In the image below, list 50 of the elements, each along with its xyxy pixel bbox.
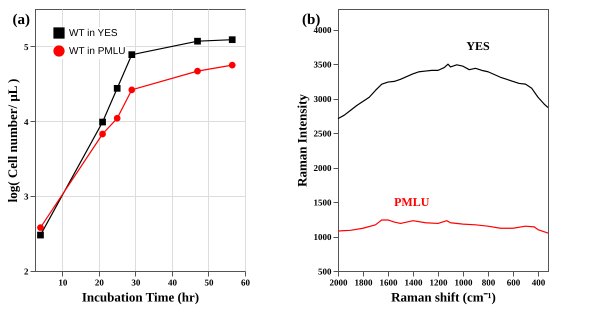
y-tick-label: 3: [24, 192, 29, 202]
y-tick-label: 2: [24, 266, 29, 276]
point: [99, 118, 106, 126]
x-tick-label: 400: [532, 278, 546, 288]
y-tick-label: 3000: [314, 94, 332, 104]
x-tick-label: 1400: [404, 278, 423, 288]
y-tick-label: 3500: [314, 60, 332, 70]
y-tick-label: 2000: [314, 163, 332, 174]
line-series: [337, 219, 549, 234]
x-tick-label: 2000: [330, 278, 348, 288]
y-tick-label: 5: [24, 42, 29, 52]
x-axis-title: Incubation Time (hr): [82, 290, 200, 304]
series-label: YES: [466, 39, 490, 54]
y-tick-label: 4: [24, 116, 29, 127]
point: [194, 38, 201, 45]
legend-label: WT in PMLU: [69, 46, 126, 57]
chart-title: (b): [302, 12, 320, 28]
chart-title: (a): [12, 12, 30, 28]
point: [37, 224, 44, 231]
x-tick-label: 1200: [430, 278, 448, 288]
x-tick-label: 40: [168, 278, 178, 288]
y-axis-title: log( Cell number/ μL ): [5, 78, 20, 202]
point: [37, 232, 44, 238]
x-tick-label: 800: [482, 278, 496, 288]
point: [194, 68, 201, 74]
y-tick-label: 500: [318, 266, 332, 276]
x-tick-label: 10: [58, 278, 68, 288]
series-label: PMLU: [394, 194, 430, 209]
point: [228, 36, 236, 44]
x-tick-label: 1000: [454, 278, 473, 288]
x-tick-label: 600: [506, 278, 521, 288]
point: [114, 84, 121, 92]
y-tick-label: 1000: [314, 232, 332, 242]
x-tick-label: 1800: [354, 278, 373, 288]
x-tick-label: 20: [94, 278, 104, 288]
x-axis-title: Raman shift (cm⁻¹): [391, 290, 496, 304]
line-series: [337, 64, 549, 120]
x-tick-label: 60: [241, 278, 250, 288]
point: [128, 86, 136, 94]
point: [114, 114, 121, 122]
legend-label: WT in YES: [69, 28, 118, 39]
y-axis-title: Raman Intensity: [294, 94, 310, 187]
x-tick-label: 50: [204, 278, 214, 288]
x-tick-label: 1600: [380, 278, 398, 288]
y-tick-label: 1500: [314, 198, 332, 208]
point: [128, 51, 136, 58]
y-tick-label: 2500: [314, 128, 332, 139]
point: [99, 130, 106, 138]
point: [228, 62, 236, 68]
x-tick-label: 30: [131, 278, 141, 288]
